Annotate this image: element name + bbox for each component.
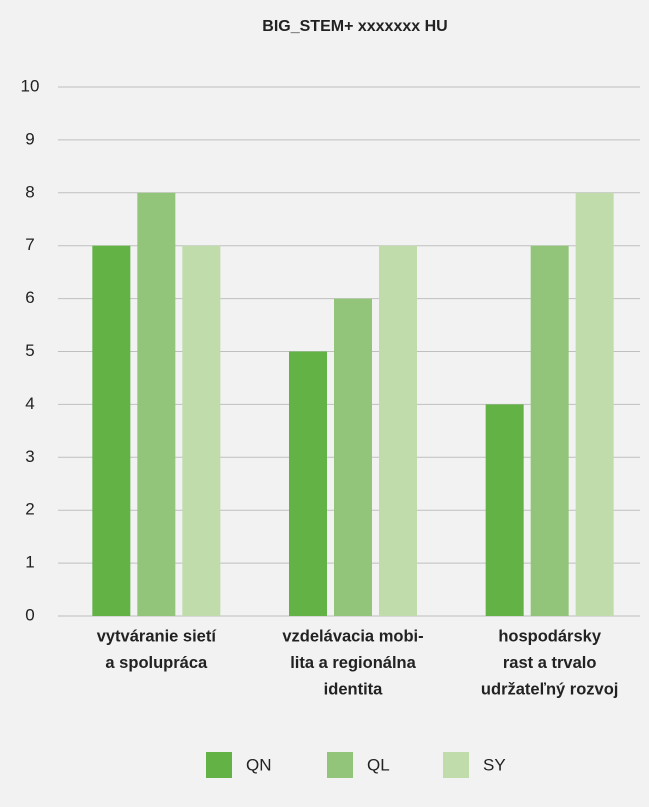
bar (334, 298, 372, 616)
y-tick-label: 8 (25, 182, 34, 201)
x-tick-label: a spolupráca (105, 654, 208, 672)
x-tick-label: rast a trvalo (503, 654, 597, 672)
y-tick-label: 4 (25, 394, 34, 413)
legend-label: QN (246, 755, 272, 774)
x-tick-label: identita (324, 680, 383, 698)
legend-swatch (443, 752, 469, 778)
y-tick-label: 3 (25, 447, 34, 466)
y-tick-label: 9 (25, 129, 34, 148)
bar (575, 192, 614, 617)
y-tick-label: 10 (21, 76, 40, 95)
y-tick-label: 2 (25, 500, 34, 519)
bar (182, 245, 221, 616)
bar (92, 245, 131, 616)
y-tick-label: 7 (25, 235, 34, 254)
chart-title: BIG_STEM+ xxxxxxx HU (262, 18, 447, 35)
x-tick-label: lita a regionálna (290, 654, 416, 672)
legend-swatch (327, 752, 353, 778)
x-tick-label: udržateľný rozvoj (481, 680, 618, 698)
x-tick-label: vytváranie sietí (97, 627, 218, 645)
bar (530, 245, 569, 616)
bar (289, 351, 327, 616)
bar (379, 245, 417, 616)
bar (485, 404, 524, 616)
y-tick-label: 0 (25, 605, 34, 624)
y-tick-label: 6 (25, 288, 34, 307)
legend-swatch (206, 752, 232, 778)
y-tick-label: 5 (25, 341, 34, 360)
x-tick-label: hospodársky (498, 627, 602, 645)
legend-label: SY (483, 755, 506, 774)
legend-label: QL (367, 755, 390, 774)
bar (137, 192, 176, 617)
y-tick-label: 1 (25, 553, 34, 572)
x-tick-label: vzdelávacia mobi- (282, 627, 423, 645)
